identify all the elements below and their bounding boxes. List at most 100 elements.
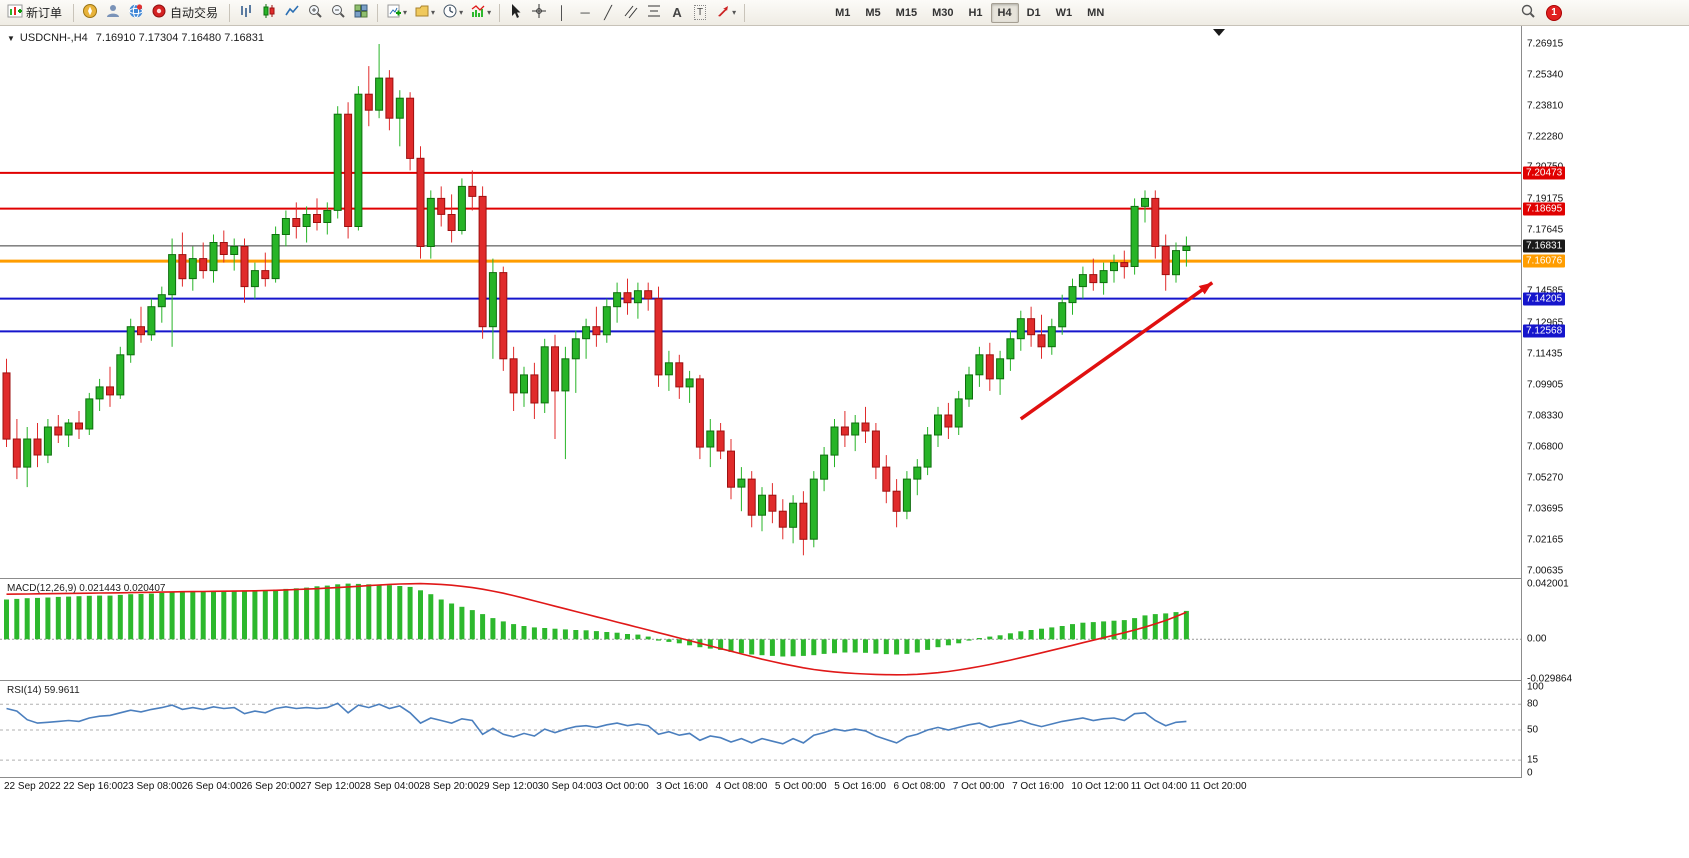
candle-body	[830, 426, 839, 456]
trendline-button[interactable]: ╱	[597, 2, 619, 24]
rsi-panel[interactable]	[0, 681, 1521, 778]
macd-bar	[583, 630, 589, 640]
time-axis[interactable]: 22 Sep 2022 22 Sep 16:00 23 Sep 08:00 26 Se…	[0, 778, 1521, 795]
arrows-button[interactable]: ▾	[712, 2, 739, 24]
macd-bar	[904, 639, 910, 654]
line-chart-button[interactable]	[281, 2, 303, 24]
candle-body	[137, 326, 145, 336]
timeframe-button-m5[interactable]: M5	[865, 6, 881, 19]
panel-separator[interactable]	[0, 578, 1689, 579]
new-order-chart-icon	[7, 3, 23, 22]
macd-bar	[573, 630, 579, 640]
macd-bar	[966, 639, 972, 641]
tile-windows-button[interactable]	[350, 2, 372, 24]
macd-bar	[645, 636, 651, 640]
search-button[interactable]	[1517, 2, 1539, 24]
candle-body	[934, 414, 942, 436]
autotrade-button[interactable]: 自动交易	[148, 2, 224, 24]
candle-body	[809, 478, 818, 540]
candle-body	[913, 466, 922, 480]
timeframe-button-w1[interactable]: W1	[1055, 6, 1073, 19]
macd-bar	[656, 639, 661, 641]
main-chart-panel[interactable]	[0, 26, 1521, 578]
text-label-button[interactable]: T	[689, 2, 711, 24]
macd-bar	[790, 639, 796, 657]
macd-bar	[148, 593, 154, 640]
new-order-button[interactable]: 新订单	[4, 2, 68, 24]
price-axis[interactable]: 7.269157.253407.238107.222807.207507.191…	[1522, 26, 1689, 795]
text-icon: A	[672, 5, 682, 20]
macd-bar	[376, 584, 382, 640]
candle-body	[768, 494, 777, 512]
macd-bar	[759, 639, 765, 656]
horizontal-line-button[interactable]: ─	[574, 2, 596, 24]
macd-bar	[738, 639, 744, 654]
new-order-label: 新订单	[26, 6, 63, 20]
line-chart-icon	[284, 3, 300, 22]
zoom-in-button[interactable]	[304, 2, 326, 24]
candle-body	[602, 306, 611, 336]
chart-menu-arrow-icon[interactable]: ▼	[7, 34, 15, 43]
candle-body	[250, 270, 259, 288]
candle-body	[333, 113, 342, 211]
candle-body	[758, 494, 766, 516]
new-chart-button[interactable]: ▾	[383, 2, 410, 24]
profile-button[interactable]	[102, 2, 124, 24]
zoom-out-icon	[330, 3, 346, 22]
candle-body	[882, 466, 891, 492]
panel-separator[interactable]	[0, 680, 1689, 681]
macd-bar	[718, 639, 724, 650]
candle-body	[737, 478, 746, 488]
trend-arrow-head	[1198, 282, 1213, 295]
macd-bar	[635, 634, 641, 640]
timeframe-button-h1[interactable]: H1	[968, 6, 983, 19]
candle-body	[1047, 326, 1056, 348]
timeframe-button-m1[interactable]: M1	[835, 6, 851, 19]
candle-body	[209, 242, 218, 272]
text-label-icon: T	[694, 5, 707, 20]
arrows-icon	[715, 3, 731, 22]
macd-bar	[55, 596, 61, 640]
candle-body	[965, 374, 973, 400]
time-axis-label: 11 Oct 20:00	[1190, 781, 1247, 792]
time-axis-label: 22 Sep 2022	[4, 781, 61, 792]
macd-panel[interactable]	[0, 579, 1521, 681]
timeframe-button-m15[interactable]: M15	[895, 6, 918, 19]
new-chart-icon	[386, 3, 402, 22]
candle-body	[199, 258, 208, 272]
candle-body	[623, 292, 632, 304]
candle-body	[1006, 338, 1015, 360]
timeframe-button-m30[interactable]: M30	[932, 6, 954, 19]
candlestick-chart-button[interactable]	[258, 2, 280, 24]
zoom-out-button[interactable]	[327, 2, 349, 24]
period-button[interactable]: ▾	[439, 2, 466, 24]
notification-badge[interactable]: 1	[1546, 4, 1562, 21]
navigator-button[interactable]	[79, 2, 101, 24]
time-axis-label: 23 Sep 08:00	[122, 781, 183, 792]
community-button[interactable]	[125, 2, 147, 24]
candle-body	[520, 374, 528, 394]
bar-chart-button[interactable]	[235, 2, 257, 24]
text-button[interactable]: A	[666, 2, 688, 24]
indicators-button[interactable]: ▾	[467, 2, 494, 24]
channel-button[interactable]	[620, 2, 642, 24]
candle-body	[530, 374, 539, 404]
timeframe-button-mn[interactable]: MN	[1087, 6, 1105, 19]
macd-bar	[1163, 613, 1169, 640]
chart-shift-marker-icon[interactable]	[1213, 29, 1225, 36]
profiles-button[interactable]: ▾	[411, 2, 438, 24]
rsi-axis-label: 0	[1527, 767, 1533, 779]
macd-bar	[1007, 633, 1013, 640]
timeframe-button-d1[interactable]: D1	[1026, 6, 1041, 19]
fibonacci-button[interactable]	[643, 2, 665, 24]
macd-bar	[128, 594, 134, 640]
macd-bar	[159, 592, 165, 640]
trend-arrow[interactable]	[1019, 281, 1214, 421]
price-axis-label: 7.19175	[1527, 193, 1564, 205]
crosshair-button[interactable]	[528, 2, 550, 24]
candle-body	[281, 218, 290, 235]
vertical-line-button[interactable]: │	[551, 2, 573, 24]
timeframe-button-h4[interactable]: H4	[990, 2, 1019, 23]
cursor-button[interactable]	[505, 2, 527, 24]
time-axis-label: 3 Oct 16:00	[656, 781, 708, 792]
